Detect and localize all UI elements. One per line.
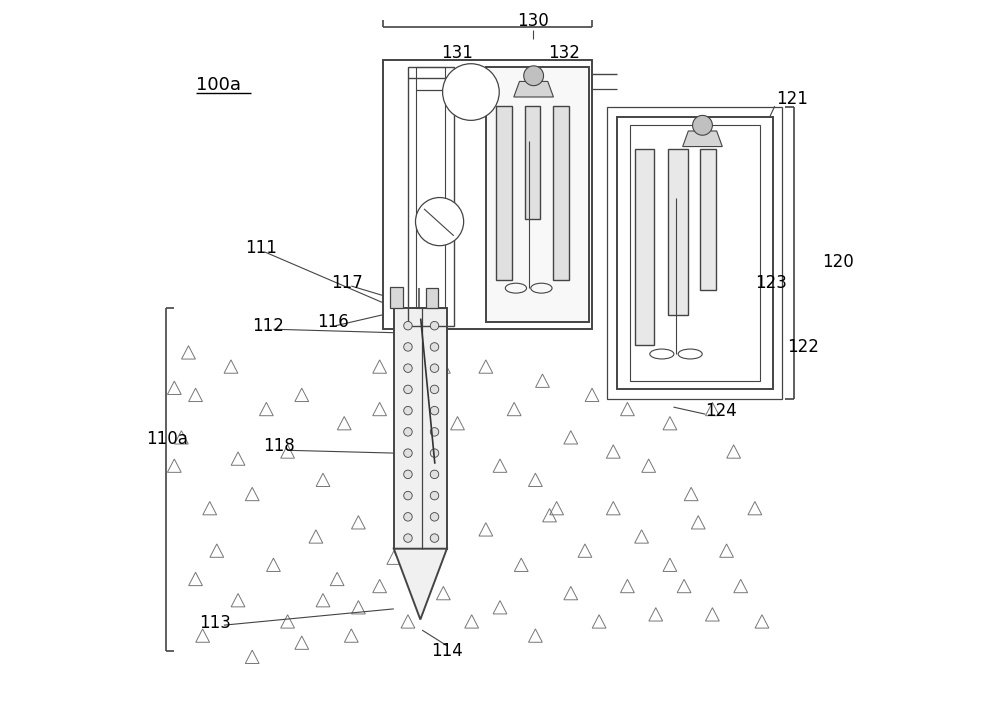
Circle shape	[524, 66, 544, 86]
Text: 122: 122	[787, 338, 819, 356]
Circle shape	[430, 385, 439, 394]
Circle shape	[404, 470, 412, 479]
Polygon shape	[394, 549, 447, 620]
Circle shape	[443, 64, 499, 120]
Text: 124: 124	[705, 401, 737, 420]
Bar	[486, 67, 588, 322]
Text: 123: 123	[755, 274, 787, 292]
Text: 131: 131	[442, 44, 473, 62]
Text: 132: 132	[548, 44, 580, 62]
Circle shape	[430, 534, 439, 542]
Circle shape	[430, 343, 439, 351]
Text: 110a: 110a	[146, 430, 188, 448]
Bar	[383, 60, 592, 329]
Text: 130: 130	[517, 12, 549, 30]
Polygon shape	[514, 81, 553, 97]
Circle shape	[430, 449, 439, 457]
Text: 111: 111	[245, 239, 277, 257]
Text: 117: 117	[331, 274, 363, 292]
Bar	[700, 149, 716, 290]
Bar	[553, 106, 569, 280]
Bar	[426, 288, 438, 308]
Bar	[496, 106, 512, 280]
Bar	[416, 67, 445, 308]
Text: 121: 121	[776, 90, 808, 108]
Text: 116: 116	[317, 313, 349, 331]
Circle shape	[404, 406, 412, 415]
Text: 100a: 100a	[196, 76, 241, 94]
Bar	[607, 107, 782, 399]
Text: 113: 113	[199, 614, 231, 632]
Circle shape	[416, 198, 464, 246]
Polygon shape	[683, 131, 722, 147]
Circle shape	[404, 321, 412, 330]
Bar	[408, 67, 454, 326]
Bar	[525, 106, 540, 219]
Text: 114: 114	[431, 642, 463, 661]
Bar	[630, 125, 760, 381]
Text: 115: 115	[412, 352, 443, 370]
Circle shape	[430, 491, 439, 500]
Circle shape	[430, 428, 439, 436]
Bar	[390, 287, 403, 308]
Circle shape	[404, 491, 412, 500]
Circle shape	[404, 364, 412, 372]
Circle shape	[404, 513, 412, 521]
Circle shape	[430, 406, 439, 415]
Text: 120: 120	[822, 253, 854, 271]
Circle shape	[404, 385, 412, 394]
Bar	[394, 308, 447, 549]
Text: 112: 112	[252, 316, 284, 335]
Circle shape	[404, 449, 412, 457]
Circle shape	[430, 321, 439, 330]
Bar	[617, 117, 773, 389]
Bar	[635, 149, 654, 345]
Circle shape	[404, 343, 412, 351]
Circle shape	[693, 115, 712, 135]
Bar	[668, 149, 688, 316]
Circle shape	[430, 364, 439, 372]
Circle shape	[404, 428, 412, 436]
Circle shape	[430, 513, 439, 521]
Text: 133: 133	[493, 232, 525, 250]
Circle shape	[430, 470, 439, 479]
Text: 118: 118	[263, 437, 295, 455]
Circle shape	[404, 534, 412, 542]
